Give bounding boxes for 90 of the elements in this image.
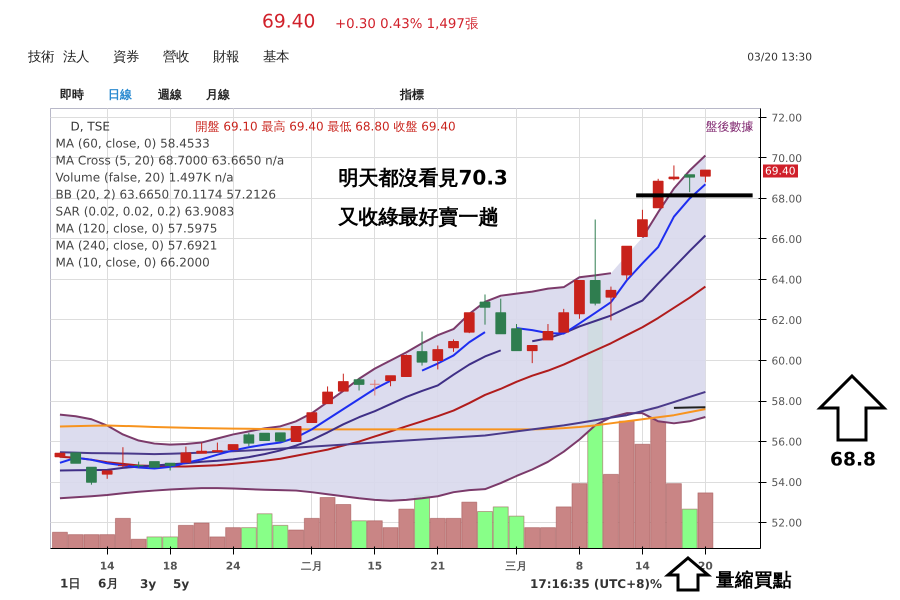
text: 量縮買點 xyxy=(716,569,792,593)
x-tick-label: 15 xyxy=(367,560,382,572)
candlestick xyxy=(385,375,396,387)
candlestick xyxy=(700,170,711,183)
candlestick xyxy=(212,442,223,452)
candlestick xyxy=(86,466,97,486)
y-tick-label: 66.00 xyxy=(772,232,802,246)
candlestick xyxy=(542,324,554,340)
candlestick xyxy=(590,219,601,306)
chart-subtitle: +0.30 0.43% 1,497張 xyxy=(335,16,478,33)
candlestick xyxy=(243,432,254,447)
text: 指標 xyxy=(400,86,424,104)
candlestick xyxy=(684,174,696,193)
candlestick xyxy=(495,298,506,334)
annotation: MA Cross (5, 20) 68.7000 63.6650 n/a xyxy=(56,154,284,168)
text: 69.40 xyxy=(262,12,316,32)
annotation: Volume (false, 20) 1.497K n/a xyxy=(56,170,234,184)
text: 1日 xyxy=(60,576,80,592)
y-tick-label: 70.00 xyxy=(772,152,802,165)
candlestick xyxy=(400,354,412,378)
text: 資券 xyxy=(113,49,139,66)
candlestick xyxy=(558,308,570,333)
x-tick-label: 18 xyxy=(162,560,178,572)
candlestick xyxy=(354,378,364,391)
text: 基本 xyxy=(263,48,289,66)
text: 6月 xyxy=(98,576,118,592)
candlestick xyxy=(606,286,616,321)
candlestick xyxy=(118,446,128,468)
annotation: MA (240, close, 0) 57.6921 xyxy=(56,238,218,252)
x-tick-label: 8 xyxy=(576,560,584,572)
annotation: 又收綠最好賣一趟 xyxy=(338,204,498,228)
candlestick xyxy=(432,345,444,370)
annotation: BB (20, 2) 63.6650 70.1174 57.2126 xyxy=(56,188,276,202)
text: 17:16:35 (UTC+8) xyxy=(530,577,650,591)
y-tick-label: 68.00 xyxy=(772,192,802,206)
text: 法人 xyxy=(63,48,89,66)
x-tick-label: 三月 xyxy=(505,560,528,572)
candlestick xyxy=(480,294,490,326)
text: 日線 xyxy=(108,86,132,104)
text: 週線 xyxy=(158,86,182,104)
candlestick xyxy=(668,164,680,181)
annotation: 盤後數據 xyxy=(706,120,754,134)
y-tick-label: 62.00 xyxy=(772,314,802,327)
candlestick xyxy=(369,379,380,396)
line-series xyxy=(58,286,706,468)
candlestick xyxy=(290,426,302,442)
candlestick xyxy=(180,446,192,463)
annotation: SAR (0.02, 0.02, 0.2) 63.9083 xyxy=(56,204,234,218)
candlestick xyxy=(70,452,82,464)
y-tick-label: 58.00 xyxy=(772,395,802,408)
y-tick-label: 56.00 xyxy=(772,436,802,449)
candlestick xyxy=(448,338,459,352)
annotation: 明天都沒看見70.3 xyxy=(338,166,508,190)
line-series xyxy=(58,412,706,502)
text: % xyxy=(650,577,662,591)
annotation: D, TSE xyxy=(70,120,110,134)
x-tick-label: 二月 xyxy=(300,560,323,572)
annotation: MA (60, close, 0) 58.4533 xyxy=(56,136,210,150)
text: 即時 xyxy=(60,86,84,104)
annotation: MA (10, close, 0) 66.2000 xyxy=(56,256,210,270)
text: 5y xyxy=(173,577,190,591)
candlestick xyxy=(322,386,333,404)
text: 68.8 xyxy=(830,450,876,470)
candlestick xyxy=(464,312,475,334)
text: 財報 xyxy=(213,49,239,66)
annotation: 開盤 69.10 最高 69.40 最低 68.80 收盤 69.40 xyxy=(196,120,456,134)
text: 營收 xyxy=(163,48,189,66)
candlestick xyxy=(196,442,208,454)
text: 03/20 13:30 xyxy=(747,50,812,64)
candlestick xyxy=(338,373,349,392)
text: 月線 xyxy=(206,86,230,104)
candlestick xyxy=(306,412,318,423)
x-tick-label: 24 xyxy=(226,560,241,572)
x-tick-label: 21 xyxy=(430,560,446,572)
candlestick xyxy=(526,345,538,364)
y-tick-label: 72.00 xyxy=(772,111,802,124)
annotation: MA (120, close, 0) 57.5975 xyxy=(56,222,218,236)
text: 69.40 xyxy=(763,164,798,178)
y-tick-label: 64.00 xyxy=(772,273,802,286)
candlestick xyxy=(416,331,428,366)
text: 技術 xyxy=(28,49,54,66)
line-series xyxy=(58,408,706,430)
y-tick-label: 54.00 xyxy=(772,476,802,490)
candlestick xyxy=(637,209,648,238)
x-tick-label: 14 xyxy=(635,560,650,572)
y-tick-label: 60.00 xyxy=(772,354,802,368)
text: 3y xyxy=(140,577,156,591)
y-tick-label: 52.00 xyxy=(772,516,802,530)
x-tick-label: 14 xyxy=(100,560,115,572)
candlestick xyxy=(511,324,522,352)
